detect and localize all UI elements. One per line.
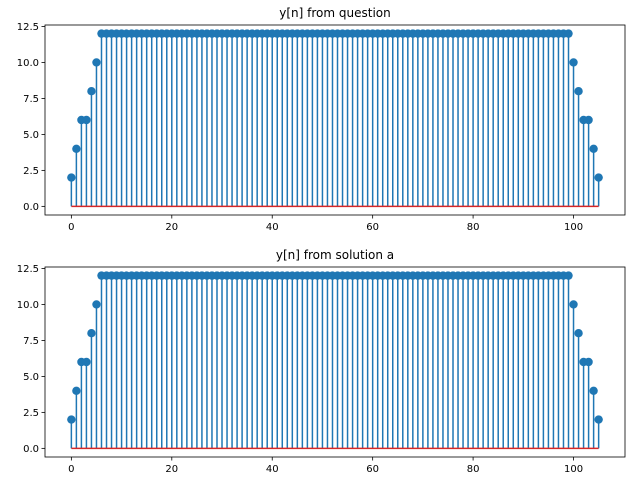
chart-2-xtick-label-2: 40 <box>266 464 279 475</box>
chart-2-ytick-label-5: 12.5 <box>17 264 39 275</box>
chart-1-marker-3 <box>82 115 91 125</box>
chart-1-marker-1 <box>72 144 81 153</box>
chart-2-ytick-label-3: 7.5 <box>23 336 39 347</box>
chart-2-marker-3 <box>82 357 91 367</box>
chart-1-xtick-label-2: 40 <box>266 222 279 233</box>
chart-2-axes-frame <box>44 266 626 458</box>
chart-1-ytick-label-4: 10.0 <box>17 58 39 69</box>
chart-1-xtick-label-3: 60 <box>366 222 379 233</box>
chart-2-ytick-label-4: 10.0 <box>17 300 39 311</box>
chart-2-stems <box>70 275 600 449</box>
chart-2-xtick-label-0: 0 <box>68 464 74 475</box>
chart-2-marker-99 <box>564 271 573 280</box>
chart-1-ytick-label-5: 12.5 <box>17 22 39 33</box>
chart-1-ytick-label-0: 0.0 <box>23 202 39 213</box>
chart-1-marker-4 <box>87 87 96 96</box>
chart-2-marker-1 <box>72 386 81 395</box>
chart-2-marker-103 <box>584 357 593 367</box>
chart-1-marker-99 <box>564 29 573 38</box>
chart-1-marker-100 <box>569 58 578 67</box>
chart-1-marker-5 <box>92 58 101 67</box>
chart-1-axes-frame <box>44 24 626 216</box>
chart-1-stems <box>70 33 600 207</box>
chart-2-marker-105 <box>594 415 603 424</box>
chart-2-markers <box>67 271 603 424</box>
chart-2-xtick-label-1: 20 <box>165 464 178 475</box>
chart-2-ytick-label-1: 2.5 <box>23 408 39 419</box>
chart-1-marker-105 <box>594 173 603 182</box>
chart-2-marker-4 <box>87 329 96 338</box>
chart-2-xtick-label-3: 60 <box>366 464 379 475</box>
chart-1-marker-103 <box>584 115 593 125</box>
chart-1-ytick-label-3: 7.5 <box>23 94 39 105</box>
chart-2-marker-5 <box>92 300 101 309</box>
chart-2-xtick-label-5: 100 <box>564 464 583 475</box>
chart-2-title: y[n] from solution a <box>276 248 394 262</box>
chart-2-marker-104 <box>589 386 598 395</box>
chart-1: y[n] from question 0 20 40 60 80 100 0.0 2.5 5.0 7… <box>17 6 626 233</box>
chart-2-marker-0 <box>67 415 76 424</box>
chart-1-marker-104 <box>589 144 598 153</box>
chart-1-ytick-label-2: 5.0 <box>23 130 39 141</box>
chart-1-xtick-label-1: 20 <box>165 222 178 233</box>
chart-2-xtick-label-4: 80 <box>467 464 480 475</box>
chart-1-marker-101 <box>574 87 583 96</box>
chart-2-ytick-label-0: 0.0 <box>23 444 39 455</box>
chart-1-title: y[n] from question <box>279 6 390 20</box>
chart-2-ytick-label-2: 5.0 <box>23 372 39 383</box>
chart-1-xtick-label-0: 0 <box>68 222 74 233</box>
chart-1-ytick-label-1: 2.5 <box>23 166 39 177</box>
chart-2: y[n] from solution a 0 20 40 60 80 100 0.0 2.5 5.… <box>17 248 626 475</box>
chart-2-marker-101 <box>574 329 583 338</box>
chart-2-marker-100 <box>569 300 578 309</box>
chart-1-xtick-label-5: 100 <box>564 222 583 233</box>
chart-1-markers <box>67 29 603 182</box>
chart-1-xtick-label-4: 80 <box>467 222 480 233</box>
chart-1-marker-0 <box>67 173 76 182</box>
